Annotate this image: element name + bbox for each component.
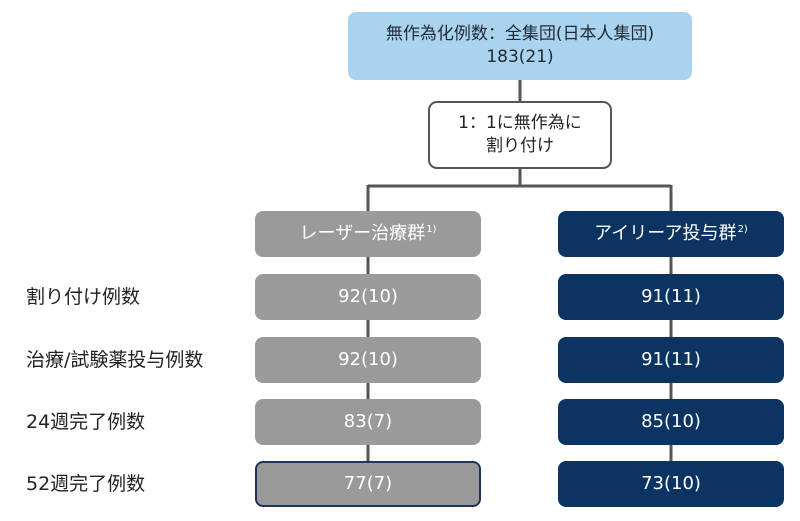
randomized-total-value: 183(21) <box>486 47 554 67</box>
drug-group-header: アイリーア投与群2) <box>558 211 784 257</box>
row-label-week52: 52週完了例数 <box>26 473 146 495</box>
drug-group-label: アイリーア投与群 <box>594 222 737 244</box>
row-label-week24: 24週完了例数 <box>26 411 146 433</box>
randomization-line1: 1：1に無作為に <box>458 113 582 134</box>
laser-week52-value: 77(7) <box>343 472 393 494</box>
drug-group-note: 2) <box>737 223 748 235</box>
laser-treated-value: 92(10) <box>338 348 398 370</box>
laser-treated-box: 92(10) <box>255 337 481 383</box>
randomization-box: 1：1に無作為に 割り付け <box>428 101 612 169</box>
randomization-line2: 割り付け <box>486 136 554 156</box>
drug-treated-box: 91(11) <box>558 337 784 383</box>
laser-week24-value: 83(7) <box>343 410 393 432</box>
drug-allocated-box: 91(11) <box>558 274 784 320</box>
drug-week24-box: 85(10) <box>558 399 784 445</box>
laser-group-header: レーザー治療群1) <box>255 211 481 257</box>
laser-allocated-box: 92(10) <box>255 274 481 320</box>
drug-week52-box: 73(10) <box>558 461 784 507</box>
row-label-treated: 治療/試験薬投与例数 <box>26 349 204 371</box>
laser-allocated-value: 92(10) <box>338 285 398 307</box>
laser-week52-box: 77(7) <box>255 461 481 507</box>
drug-treated-value: 91(11) <box>641 348 701 370</box>
laser-group-label: レーザー治療群 <box>299 222 426 244</box>
drug-allocated-value: 91(11) <box>641 285 701 307</box>
row-label-allocated: 割り付け例数 <box>26 286 141 308</box>
randomized-total-title: 無作為化例数：全集団(日本人集団) <box>385 24 655 45</box>
randomized-total-box: 無作為化例数：全集団(日本人集団) 183(21) <box>348 12 692 80</box>
drug-week24-value: 85(10) <box>641 410 701 432</box>
laser-group-note: 1) <box>426 223 437 235</box>
laser-week24-box: 83(7) <box>255 399 481 445</box>
drug-week52-value: 73(10) <box>641 472 701 494</box>
